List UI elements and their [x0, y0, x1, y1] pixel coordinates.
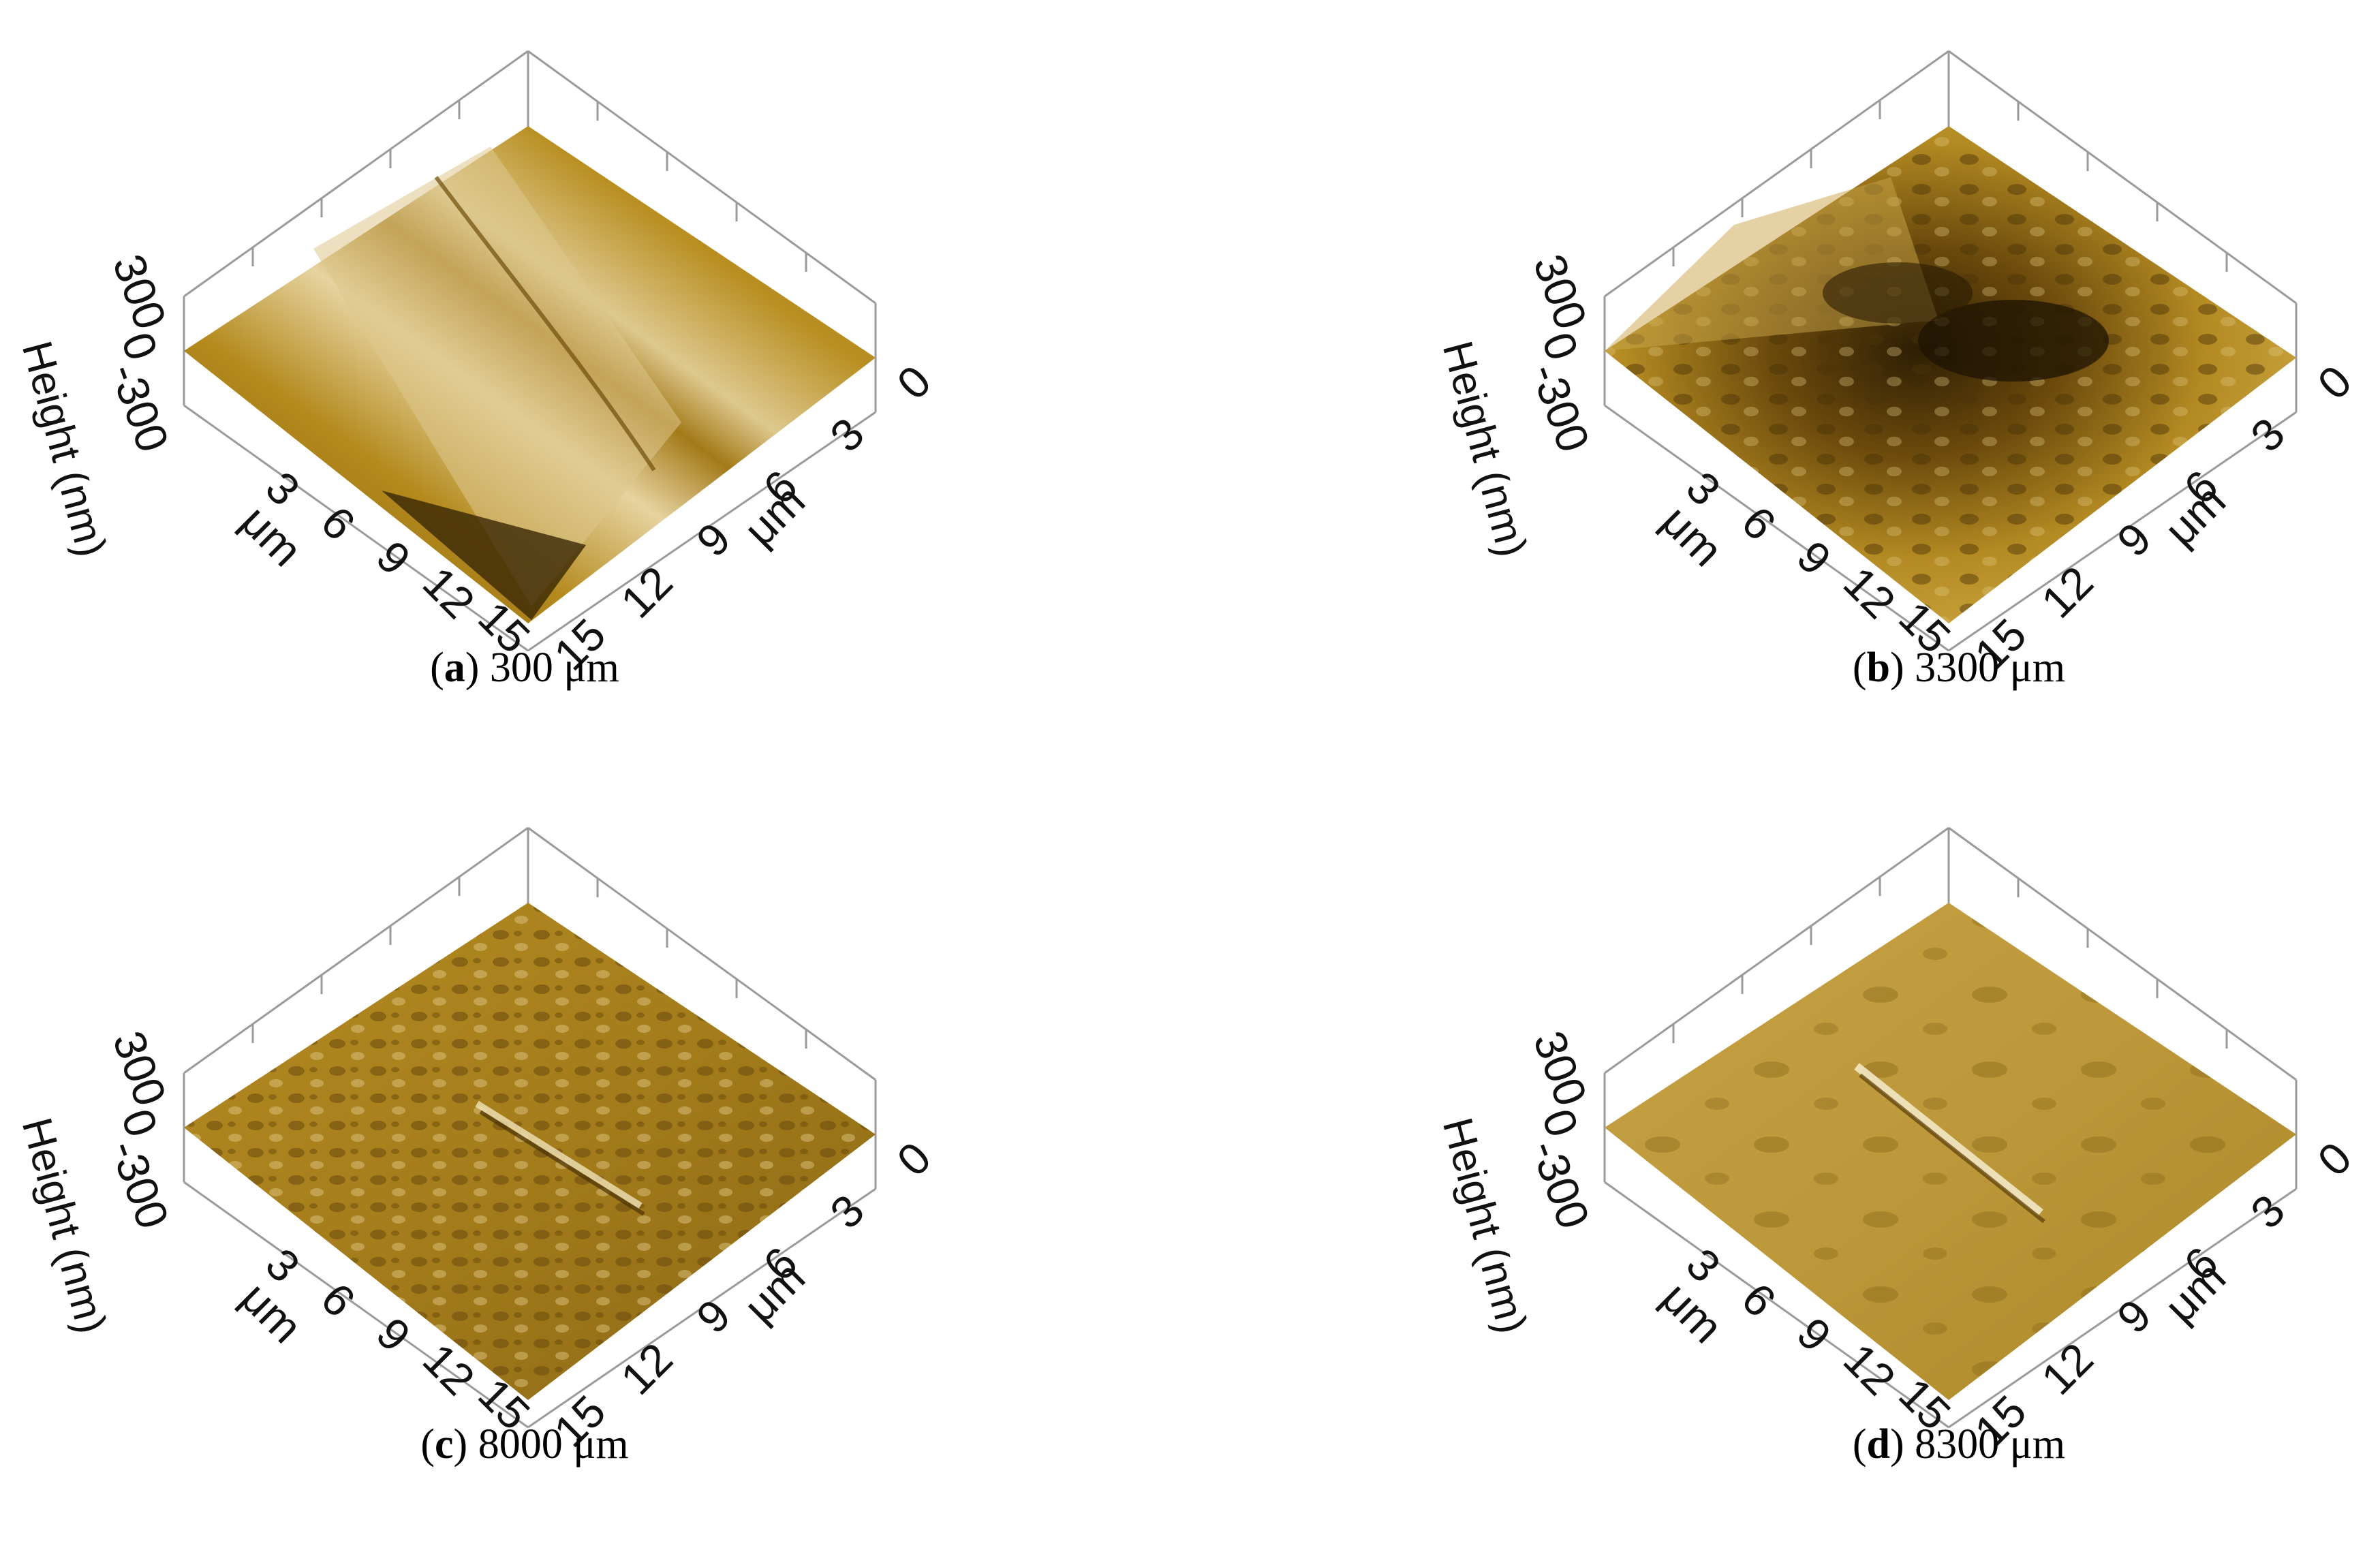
- x-tick-label: 9: [367, 1308, 420, 1361]
- x-axis-unit: μm: [1652, 495, 1733, 576]
- height-tick-label: -300: [1521, 356, 1600, 458]
- height-axis-title: Height (nm): [13, 1113, 115, 1339]
- y-tick-label: 12: [2032, 1333, 2103, 1404]
- y-tick-label: 12: [611, 557, 682, 627]
- panel-c: Height (nm)3000-3003691215μm03691215μm(c…: [13, 826, 940, 1468]
- caption-letter: c: [435, 1421, 454, 1468]
- x-tick-label: 9: [367, 531, 420, 585]
- axis-box: [1603, 50, 2298, 652]
- caption-paren-open: (: [420, 1421, 435, 1468]
- y-tick-label: 12: [611, 1333, 682, 1404]
- panel-caption: (d) 8300 μm: [1853, 1421, 2065, 1468]
- panel-caption: (c) 8000 μm: [420, 1421, 628, 1468]
- height-tick-label: 300: [104, 1025, 176, 1113]
- height-axis-title: Height (nm): [1434, 1113, 1536, 1339]
- y-tick-label: 0: [887, 356, 940, 409]
- height-tick-label: 300: [1524, 248, 1597, 336]
- x-axis-unit: μm: [232, 1272, 312, 1352]
- x-axis-unit: μm: [232, 495, 312, 576]
- caption-paren-close: ): [454, 1421, 478, 1468]
- caption-paren-close: ): [465, 645, 490, 691]
- afm-surface: [1605, 126, 2296, 623]
- y-tick-label: 3: [2241, 1185, 2294, 1238]
- x-tick-label: 9: [1788, 531, 1841, 585]
- y-tick-label: 12: [2032, 557, 2103, 627]
- y-tick-label: 9: [687, 513, 740, 566]
- y-tick-label: 0: [2308, 356, 2361, 409]
- x-tick-label: 9: [1788, 1308, 1841, 1361]
- x-tick-label: 6: [311, 1273, 365, 1326]
- caption-letter: a: [444, 645, 465, 691]
- caption-paren-close: ): [1890, 645, 1915, 691]
- y-tick-label: 0: [2308, 1132, 2361, 1185]
- caption-paren-open: (: [1853, 1421, 1867, 1468]
- afm-surface: [1605, 903, 2296, 1400]
- y-tick-label: 0: [887, 1132, 940, 1185]
- height-tick-label: 300: [104, 248, 176, 336]
- caption-value: 300 μm: [490, 645, 619, 691]
- x-tick-label: 6: [1732, 497, 1785, 550]
- height-axis-title: Height (nm): [1434, 337, 1536, 562]
- y-axis-unit: μm: [2154, 1252, 2235, 1332]
- x-axis-unit: μm: [1652, 1272, 1733, 1352]
- afm-surface: [184, 903, 876, 1400]
- y-axis-unit: μm: [734, 475, 814, 555]
- caption-paren-open: (: [430, 645, 444, 691]
- height-tick-label: -300: [101, 356, 179, 458]
- caption-value: 8000 μm: [478, 1421, 629, 1468]
- panel-b: Height (nm)3000-3003691215μm03691215μm(b…: [1434, 50, 2361, 691]
- caption-value: 3300 μm: [1915, 645, 2065, 691]
- y-axis-unit: μm: [2154, 475, 2235, 555]
- panel-a: Height (nm)3000-3003691215μm03691215μm(a…: [13, 50, 940, 691]
- height-tick-label: -300: [1521, 1133, 1600, 1235]
- x-tick-label: 6: [311, 497, 365, 550]
- panel-caption: (a) 300 μm: [430, 645, 619, 691]
- caption-value: 8300 μm: [1915, 1421, 2065, 1468]
- y-axis-unit: μm: [734, 1252, 814, 1332]
- caption-paren-open: (: [1853, 645, 1867, 691]
- x-tick-label: 6: [1732, 1273, 1785, 1326]
- y-tick-label: 9: [2107, 1290, 2161, 1343]
- caption-letter: b: [1867, 645, 1890, 691]
- height-tick-label: -300: [101, 1133, 179, 1235]
- axis-box: [183, 826, 877, 1429]
- y-tick-label: 9: [687, 1290, 740, 1343]
- y-tick-label: 3: [2241, 408, 2294, 461]
- afm-surface: [184, 126, 876, 623]
- height-axis-title: Height (nm): [13, 337, 115, 562]
- height-tick-label: 300: [1524, 1025, 1597, 1113]
- axis-box: [1603, 826, 2298, 1429]
- y-tick-label: 3: [820, 408, 874, 461]
- y-tick-label: 9: [2107, 513, 2161, 566]
- panel-d: Height (nm)3000-3003691215μm03691215μm(d…: [1434, 826, 2361, 1468]
- panel-caption: (b) 3300 μm: [1853, 645, 2065, 691]
- caption-paren-close: ): [1890, 1421, 1915, 1468]
- caption-letter: d: [1867, 1421, 1890, 1468]
- axis-box: [183, 50, 877, 652]
- y-tick-label: 3: [820, 1185, 874, 1238]
